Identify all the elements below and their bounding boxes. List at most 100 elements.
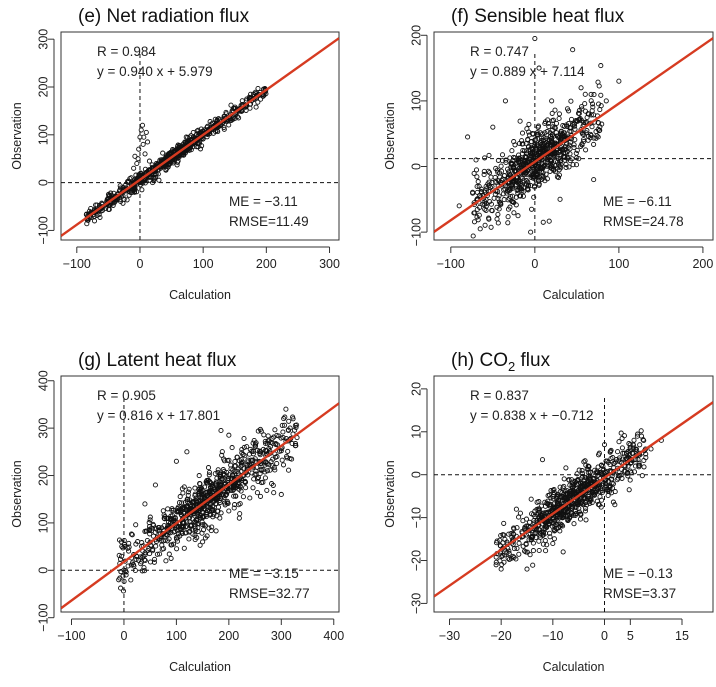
- scatter-point: [148, 174, 154, 180]
- scatter-point: [237, 511, 243, 517]
- regression-equation-text: y = 0.838 x + −0.712: [470, 408, 593, 423]
- scatter-point: [499, 177, 505, 183]
- scatter-point: [204, 134, 210, 140]
- scatter-point: [134, 160, 140, 167]
- scatter-point: [583, 517, 589, 523]
- scatter-point: [93, 202, 99, 208]
- scatter-point: [236, 115, 242, 121]
- scatter-point: [505, 555, 511, 561]
- scatter-point: [185, 489, 191, 495]
- scatter-point: [571, 521, 577, 527]
- scatter-point: [169, 506, 175, 512]
- scatter-point: [118, 569, 124, 575]
- scatter-point: [607, 483, 613, 489]
- scatter-point: [582, 91, 588, 97]
- correlation-text: R = 0.837: [470, 388, 529, 403]
- scatter-point: [205, 478, 211, 484]
- scatter-point: [486, 182, 492, 189]
- scatter-point: [199, 143, 205, 149]
- scatter-point: [570, 162, 576, 168]
- scatter-point: [507, 155, 513, 161]
- scatter-point: [551, 152, 557, 158]
- scatter-point: [563, 164, 569, 171]
- scatter-point: [536, 65, 542, 71]
- scatter-point: [205, 465, 212, 471]
- scatter-point: [226, 508, 232, 514]
- scatter-point: [483, 203, 489, 209]
- scatter-point: [518, 161, 524, 168]
- scatter-point: [267, 467, 273, 473]
- scatter-point: [168, 517, 174, 523]
- scatter-point: [474, 183, 480, 190]
- scatter-point: [562, 133, 568, 139]
- y-tick-label: 100: [36, 124, 50, 145]
- scatter-point: [522, 171, 528, 177]
- scatter-point: [151, 556, 158, 562]
- scatter-point: [184, 449, 190, 455]
- scatter-point: [273, 442, 279, 448]
- scatter-point: [511, 532, 517, 538]
- scatter-point: [619, 445, 625, 451]
- scatter-point: [509, 183, 516, 189]
- scatter-point: [558, 136, 564, 143]
- y-tick-label: 0: [36, 179, 50, 186]
- scatter-point: [204, 493, 210, 499]
- scatter-point: [211, 487, 218, 493]
- scatter-point: [595, 79, 601, 85]
- scatter-point: [237, 501, 243, 507]
- scatter-point: [128, 531, 135, 537]
- scatter-point: [572, 126, 578, 132]
- scatter-point: [482, 155, 488, 161]
- x-tick-label: −100: [63, 257, 91, 271]
- scatter-point: [539, 135, 545, 141]
- scatter-point: [584, 502, 590, 508]
- scatter-point: [605, 487, 611, 493]
- scatter-point: [574, 471, 580, 477]
- scatter-point: [576, 156, 582, 162]
- scatter-point: [215, 504, 222, 510]
- x-axis-label: Calculation: [169, 660, 231, 674]
- scatter-point: [231, 505, 237, 511]
- scatter-points: [493, 428, 664, 572]
- scatter-point: [531, 520, 537, 526]
- scatter-point: [208, 511, 214, 517]
- scatter-point: [557, 528, 563, 534]
- scatter-point: [531, 194, 537, 200]
- regression-equation-text: y = 0.940 x + 5.979: [97, 64, 213, 79]
- scatter-point: [551, 528, 558, 534]
- scatter-point: [618, 430, 624, 436]
- scatter-point: [489, 183, 495, 190]
- scatter-point: [494, 538, 500, 544]
- scatter-point: [181, 545, 187, 551]
- scatter-point: [142, 552, 148, 558]
- scatter-point: [542, 120, 548, 127]
- scatter-point: [272, 427, 278, 433]
- x-axis-label: Calculation: [169, 288, 231, 302]
- scatter-point: [551, 486, 557, 493]
- x-tick-label: 300: [319, 257, 340, 271]
- scatter-point: [498, 566, 504, 572]
- scatter-point: [141, 134, 147, 140]
- scatter-point: [241, 444, 247, 450]
- mean-error-text: ME = −3.11: [229, 194, 298, 209]
- scatter-point: [120, 184, 126, 191]
- scatter-point: [506, 556, 512, 563]
- scatter-point: [517, 156, 523, 162]
- scatter-point: [523, 141, 529, 147]
- scatter-point: [520, 160, 526, 166]
- scatter-point: [130, 562, 136, 568]
- scatter-point: [578, 85, 584, 91]
- scatter-point: [186, 486, 192, 492]
- scatter-point: [476, 212, 482, 218]
- y-tick-label: −20: [409, 550, 423, 571]
- plot-frame: [60, 31, 340, 241]
- scatter-point: [495, 211, 501, 217]
- scatter-point: [147, 514, 153, 520]
- scatter-point: [477, 226, 483, 232]
- scatter-point: [498, 168, 505, 174]
- scatter-point: [509, 185, 515, 192]
- scatter-point: [610, 499, 616, 505]
- scatter-points: [116, 406, 300, 594]
- scatter-point: [191, 499, 197, 505]
- rmse-text: RMSE=32.77: [229, 586, 310, 601]
